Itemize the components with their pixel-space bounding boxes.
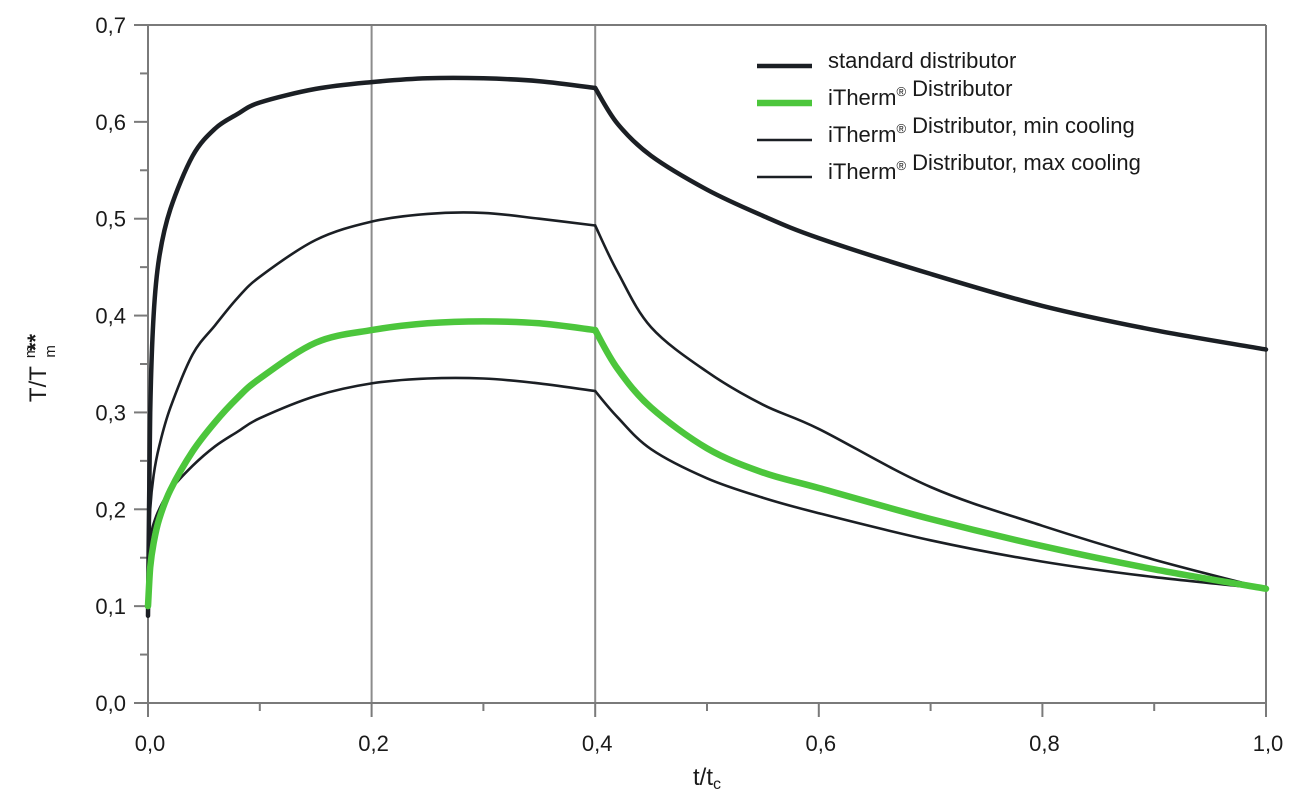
series-line-1-segment-1 [145, 75, 598, 619]
y-tick-label: 0,2 [95, 497, 126, 522]
series-line-2-segment-2 [591, 326, 1270, 592]
series-line-4-segment-1 [146, 376, 597, 559]
x-axis-label: t/tc [693, 764, 721, 792]
tick-labels: 0,0 0,1 0,2 0,3 0,4 0,5 0,6 0,7 0,0 0,2 0,4 0,6 0,8 1… [95, 13, 1283, 756]
y-axis-label-mark: ** [23, 334, 48, 352]
legend-label-1: standard distributor [828, 48, 1016, 73]
legend-label-2: iTherm® Distributor [828, 76, 1012, 110]
y-axis-label-sub: m [42, 345, 59, 358]
x-tick-label: 0,6 [806, 731, 837, 756]
legend-label-3: iTherm® Distributor, min cooling [828, 113, 1135, 147]
series-line-1-segment-2 [592, 85, 1269, 352]
series-line-3-segment-2 [593, 224, 1268, 590]
x-tick-label: 1,0 [1253, 731, 1284, 756]
y-tick-label: 0,4 [95, 304, 126, 329]
y-tick-label: 0,5 [95, 207, 126, 232]
svg-text:T/Tmm**: T/T m m** [22, 334, 59, 403]
series-line-3-segment-1 [146, 211, 597, 579]
y-tick-label: 0,3 [95, 400, 126, 425]
y-axis-label-main: T/T [25, 366, 52, 402]
y-tick-label: 0,0 [95, 691, 126, 716]
series-layer [144, 75, 1270, 619]
y-axis-label: T/T m m** [22, 334, 59, 403]
series-line-4-segment-2 [593, 389, 1268, 590]
series-line-2-segment-1 [144, 318, 599, 610]
y-tick-label: 0,1 [95, 594, 126, 619]
y-tick-label: 0,6 [95, 110, 126, 135]
gridlines [370, 25, 597, 703]
legend-label-4: iTherm® Distributor, max cooling [828, 150, 1141, 184]
x-tick-label: 0,2 [358, 731, 389, 756]
y-tick-label: 0,7 [95, 13, 126, 38]
x-tick-label: 0,0 [135, 731, 166, 756]
x-tick-label: 0,8 [1029, 731, 1060, 756]
y-axis-label-sup: m [22, 346, 39, 359]
tick-marks [134, 24, 1267, 717]
x-tick-label: 0,4 [582, 731, 613, 756]
